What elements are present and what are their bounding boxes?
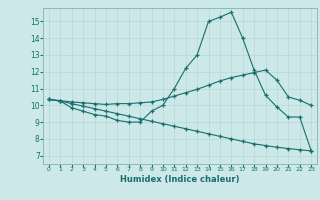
X-axis label: Humidex (Indice chaleur): Humidex (Indice chaleur) bbox=[120, 175, 240, 184]
